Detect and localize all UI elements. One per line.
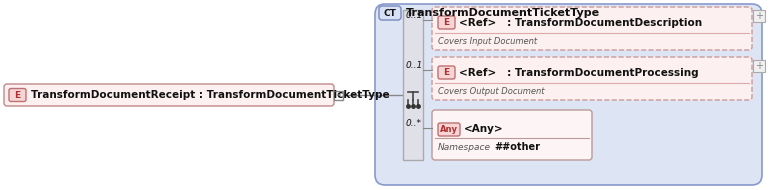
Text: Covers Input Document: Covers Input Document [438,36,537,45]
Text: ##other: ##other [494,142,540,152]
Text: Namespace: Namespace [438,142,491,151]
Text: E: E [444,68,450,77]
FancyBboxPatch shape [438,123,460,136]
Bar [334,90,343,100]
Text: +: + [755,61,763,71]
Text: E: E [15,90,21,100]
FancyBboxPatch shape [438,16,455,29]
Bar [403,10,423,160]
FancyBboxPatch shape [432,7,752,50]
FancyBboxPatch shape [432,57,752,100]
FancyBboxPatch shape [375,4,762,185]
Text: 0..*: 0..* [406,120,422,128]
FancyBboxPatch shape [379,6,401,20]
FancyBboxPatch shape [4,84,334,106]
Bar [753,60,765,72]
Text: 0..1: 0..1 [405,62,423,70]
Text: TransformDocumentTicketType: TransformDocumentTicketType [406,8,600,18]
FancyBboxPatch shape [438,66,455,79]
FancyBboxPatch shape [9,89,26,101]
Text: TransformDocumentReceipt : TransformDocumentTicketType: TransformDocumentReceipt : TransformDocu… [31,90,390,100]
FancyBboxPatch shape [432,110,592,160]
Text: E: E [444,18,450,27]
Text: <Ref>   : TransformDocumentProcessing: <Ref> : TransformDocumentProcessing [459,67,698,78]
Bar [753,10,765,22]
Text: <Ref>   : TransformDocumentDescription: <Ref> : TransformDocumentDescription [459,17,702,28]
Text: 0..1: 0..1 [405,12,423,21]
Text: +: + [755,11,763,21]
Text: CT: CT [384,9,397,17]
Text: Any: Any [440,125,458,134]
Text: =: = [335,92,341,98]
Text: <Any>: <Any> [464,124,504,135]
Text: Covers Output Document: Covers Output Document [438,86,544,96]
